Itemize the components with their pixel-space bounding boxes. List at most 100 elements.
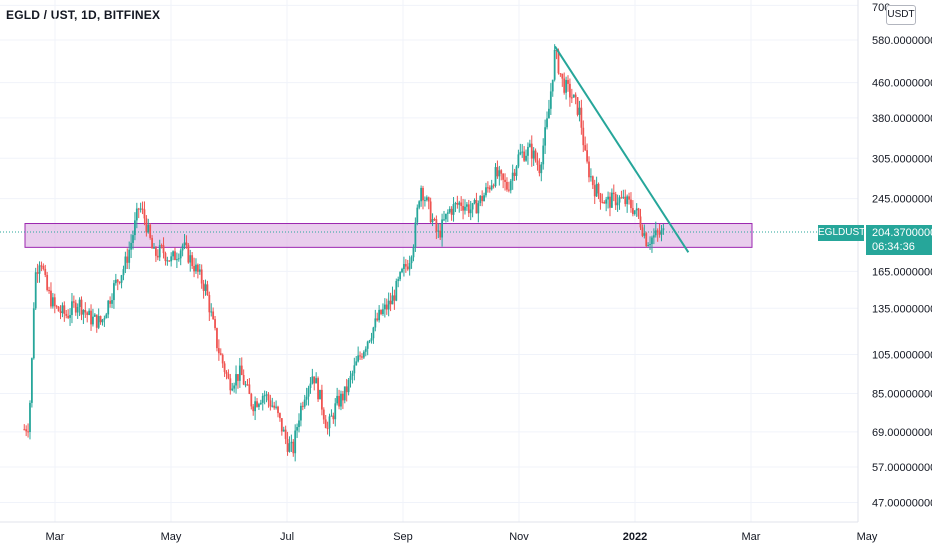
- candle-body: [113, 283, 115, 301]
- candle-body: [347, 379, 350, 393]
- support-zone-rect[interactable]: [24, 223, 753, 248]
- price-tick-label: 460.00000000: [872, 78, 932, 90]
- candle-body: [485, 187, 487, 196]
- candle-body: [528, 143, 531, 147]
- candle-body: [500, 170, 503, 174]
- candle-body: [261, 395, 264, 403]
- candle-body: [326, 428, 329, 430]
- candle-body: [649, 244, 651, 246]
- candle-body: [498, 170, 501, 177]
- candle-body: [467, 204, 470, 214]
- candle-body: [633, 210, 636, 215]
- candle-body: [393, 295, 396, 301]
- chart-title: EGLD / UST, 1D, BITFINEX: [6, 8, 161, 22]
- candle-body: [572, 94, 575, 98]
- price-tick-label: 305.00000000: [872, 153, 932, 165]
- candle-body: [645, 233, 648, 247]
- candle-body: [614, 194, 617, 206]
- candle-body: [51, 297, 54, 307]
- candle-body: [569, 83, 571, 98]
- candle-body: [151, 237, 153, 249]
- price-tick-label: 47.00000000: [872, 498, 932, 510]
- candle-body: [279, 413, 281, 419]
- candle-body: [475, 199, 478, 214]
- candle-body: [399, 272, 402, 280]
- candle-body: [511, 172, 514, 181]
- candle-body: [36, 272, 39, 274]
- candle-body: [259, 402, 262, 405]
- candle-body: [181, 245, 184, 251]
- candle-body: [403, 264, 405, 270]
- candle-body: [238, 365, 241, 381]
- candle-body: [303, 399, 306, 407]
- candle-body: [93, 314, 96, 317]
- candle-body: [364, 348, 367, 352]
- candle-body: [76, 307, 79, 313]
- candle-body: [139, 208, 142, 210]
- time-tick-label: May: [161, 531, 182, 543]
- candle-body: [40, 265, 43, 267]
- candle-body: [456, 203, 459, 205]
- candle-body: [50, 290, 52, 307]
- candle-body: [166, 260, 169, 262]
- candle-body: [174, 251, 176, 260]
- candle-body: [273, 405, 276, 408]
- candle-body: [507, 189, 510, 191]
- candle-body: [84, 309, 87, 313]
- candle-body: [483, 195, 485, 202]
- candle-body: [179, 250, 182, 259]
- candle-body: [86, 312, 89, 315]
- candle-body: [145, 218, 148, 233]
- candle-body: [322, 409, 325, 420]
- candle-body: [418, 201, 421, 208]
- candles: [23, 44, 665, 462]
- candle-body: [189, 255, 192, 263]
- candle-body: [311, 376, 314, 384]
- candle-body: [175, 259, 178, 261]
- candle-body: [420, 187, 423, 202]
- candle-body: [250, 393, 253, 407]
- candle-body: [536, 160, 539, 166]
- candle-body: [53, 297, 56, 307]
- trendline-layer[interactable]: [554, 45, 690, 253]
- candle-body: [490, 185, 493, 190]
- candle-body: [294, 430, 297, 454]
- candle-body: [353, 365, 356, 374]
- currency-unit-button[interactable]: USDT: [886, 5, 916, 25]
- candle-body: [29, 402, 31, 433]
- candle-body: [269, 400, 272, 407]
- descending-trendline[interactable]: [554, 45, 690, 253]
- symbol-tag: EGLDUST: [818, 225, 865, 241]
- candle-body: [473, 199, 476, 204]
- candle-body: [651, 237, 653, 245]
- candle-body: [448, 208, 451, 213]
- candle-body: [233, 385, 236, 389]
- candle-body: [551, 79, 554, 92]
- candle-body: [99, 316, 102, 323]
- candle-body: [244, 384, 247, 386]
- candle-body: [504, 179, 506, 182]
- candle-body: [647, 245, 650, 247]
- candle-body: [231, 388, 234, 391]
- candle-body: [313, 376, 316, 384]
- candle-body: [265, 394, 268, 396]
- candle-body: [433, 219, 436, 221]
- candle-body: [595, 183, 598, 197]
- candle-body: [588, 161, 590, 178]
- candle-body: [609, 196, 611, 208]
- price-axis[interactable]: 700 580.00000000 460.00000000 380.00000000 3…: [872, 2, 932, 510]
- support-zone[interactable]: [0, 223, 858, 248]
- time-axis[interactable]: Mar May Jul Sep Nov 2022 Mar May: [46, 531, 878, 543]
- candle-body: [252, 406, 255, 412]
- candle-body: [496, 167, 499, 177]
- candle-body: [315, 378, 318, 384]
- candle-body: [155, 247, 157, 256]
- candle-body: [143, 209, 146, 219]
- candle-body: [258, 404, 260, 407]
- candle-body: [626, 196, 629, 205]
- candle-body: [515, 166, 518, 176]
- candle-body: [370, 338, 373, 341]
- price-axis-bg[interactable]: [858, 0, 932, 522]
- candle-body: [519, 152, 522, 155]
